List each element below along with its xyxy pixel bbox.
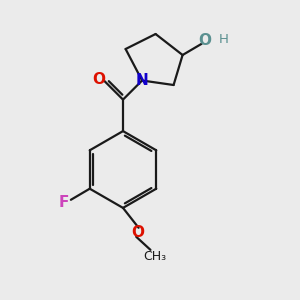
Text: CH₃: CH₃ — [143, 250, 167, 263]
Text: O: O — [92, 71, 105, 86]
Text: N: N — [136, 73, 148, 88]
Text: O: O — [198, 33, 211, 48]
Text: H: H — [219, 33, 229, 46]
Text: O: O — [131, 225, 144, 240]
Text: F: F — [59, 195, 69, 210]
